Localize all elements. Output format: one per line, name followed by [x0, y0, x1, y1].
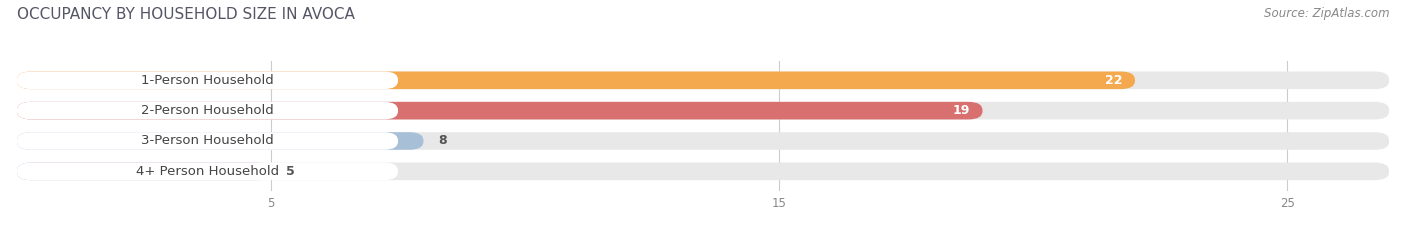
- Text: 5: 5: [287, 165, 295, 178]
- Text: 8: 8: [439, 134, 447, 147]
- FancyBboxPatch shape: [17, 102, 398, 120]
- Text: 19: 19: [952, 104, 970, 117]
- Text: 4+ Person Household: 4+ Person Household: [136, 165, 278, 178]
- Text: 3-Person Household: 3-Person Household: [141, 134, 274, 147]
- FancyBboxPatch shape: [17, 72, 398, 89]
- FancyBboxPatch shape: [17, 102, 1389, 120]
- Text: 22: 22: [1105, 74, 1122, 87]
- Text: OCCUPANCY BY HOUSEHOLD SIZE IN AVOCA: OCCUPANCY BY HOUSEHOLD SIZE IN AVOCA: [17, 7, 354, 22]
- FancyBboxPatch shape: [17, 163, 1389, 180]
- FancyBboxPatch shape: [17, 132, 423, 150]
- Text: Source: ZipAtlas.com: Source: ZipAtlas.com: [1264, 7, 1389, 20]
- FancyBboxPatch shape: [17, 163, 398, 180]
- FancyBboxPatch shape: [17, 72, 1389, 89]
- FancyBboxPatch shape: [17, 72, 1135, 89]
- Text: 2-Person Household: 2-Person Household: [141, 104, 274, 117]
- FancyBboxPatch shape: [17, 132, 1389, 150]
- FancyBboxPatch shape: [17, 102, 983, 120]
- FancyBboxPatch shape: [17, 163, 271, 180]
- Text: 1-Person Household: 1-Person Household: [141, 74, 274, 87]
- FancyBboxPatch shape: [17, 132, 398, 150]
